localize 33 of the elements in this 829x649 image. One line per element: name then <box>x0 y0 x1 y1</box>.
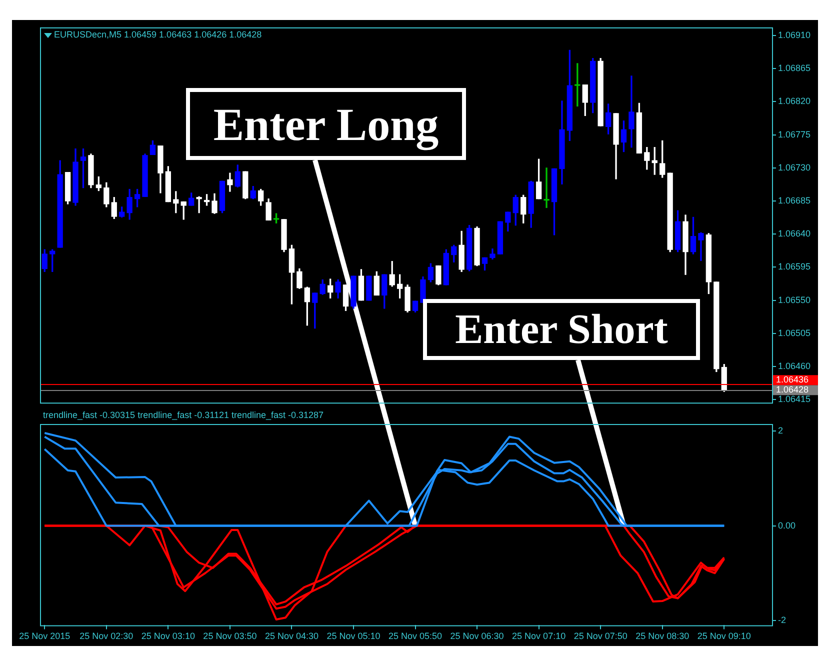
x-tick-label: 25 Nov 09:10 <box>697 631 751 642</box>
x-tick-label: 25 Nov 05:10 <box>326 631 380 642</box>
x-tick-label: 25 Nov 04:30 <box>264 631 318 642</box>
ref-line-label: 1.06436 <box>776 374 809 385</box>
x-tick-label: 25 Nov 07:50 <box>574 631 628 642</box>
y-tick-label: 1.06505 <box>778 328 811 338</box>
y-tick-label: 1.06595 <box>778 262 811 272</box>
annotation: Enter Short <box>455 306 668 354</box>
x-tick-label: 25 Nov 03:50 <box>203 631 257 642</box>
x-tick-label: 25 Nov 06:30 <box>450 631 504 642</box>
x-tick-label: 25 Nov 05:50 <box>388 631 442 642</box>
x-tick-label: 25 Nov 02:30 <box>80 631 134 642</box>
y-tick-label: 1.06820 <box>778 96 811 106</box>
annotation: Enter Long <box>213 98 439 150</box>
y-tick-label: 1.06685 <box>778 196 811 206</box>
y-tick-label: 1.06775 <box>778 129 811 140</box>
y-tick-label: 1.06460 <box>778 361 811 372</box>
x-tick-label: 25 Nov 03:10 <box>141 631 195 642</box>
y-tick-label: 0.00 <box>778 520 796 530</box>
ref-line-label: 1.06428 <box>776 384 809 395</box>
y-tick-label: -2 <box>778 614 786 625</box>
y-tick-label: 1.06910 <box>778 30 811 40</box>
x-tick-label: 25 Nov 07:10 <box>512 631 566 642</box>
y-tick-label: 1.06865 <box>778 63 811 74</box>
y-tick-label: 2 <box>778 426 784 436</box>
chart-title: EURUSDecn,M5 1.06459 1.06463 1.06426 1.06428 <box>54 29 262 40</box>
y-tick-label: 1.06415 <box>778 394 811 404</box>
x-tick-label: 25 Nov 2015 <box>19 631 70 642</box>
x-tick-label: 25 Nov 08:30 <box>636 631 690 642</box>
y-tick-label: 1.06730 <box>778 162 811 172</box>
y-tick-label: 1.06550 <box>778 294 811 305</box>
chart-title: trendline_fast -0.30315 trendline_fast -0.31121 trendline_fast -0.31287 <box>43 410 324 420</box>
y-tick-label: 1.06640 <box>778 228 811 239</box>
